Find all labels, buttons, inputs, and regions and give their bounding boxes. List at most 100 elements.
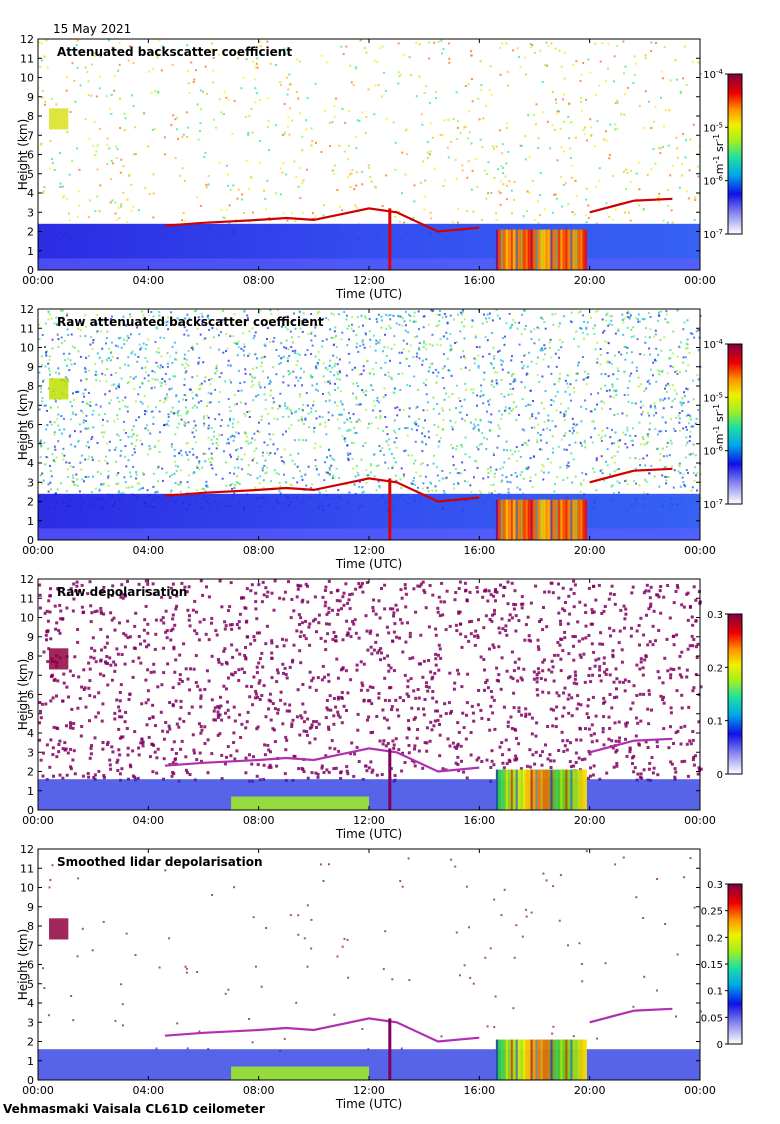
noise-dot — [499, 47, 501, 49]
noise-dot — [574, 442, 576, 444]
noise-dot — [256, 63, 258, 65]
noise-dot — [112, 661, 115, 664]
noise-dot — [438, 596, 441, 599]
noise-dot — [408, 365, 410, 367]
noise-dot — [541, 402, 543, 404]
noise-dot — [615, 390, 617, 392]
noise-dot — [168, 728, 171, 731]
noise-dot — [428, 42, 430, 44]
noise-dot — [547, 121, 549, 123]
noise-dot — [594, 324, 596, 326]
noise-dot — [464, 589, 467, 592]
noise-dot — [368, 167, 370, 169]
noise-dot — [654, 476, 656, 478]
noise-dot — [640, 661, 643, 664]
noise-dot — [303, 634, 306, 637]
noise-dot — [230, 643, 233, 646]
noise-dot — [41, 445, 43, 447]
noise-dot — [213, 436, 215, 438]
noise-dot — [533, 114, 535, 116]
noise-dot — [565, 380, 567, 382]
noise-dot — [157, 91, 159, 93]
noise-dot — [401, 152, 403, 154]
noise-dot — [531, 413, 533, 415]
noise-dot — [369, 372, 371, 374]
noise-dot — [505, 634, 508, 637]
noise-dot — [379, 410, 381, 412]
noise-dot — [443, 353, 445, 355]
noise-dot — [687, 414, 689, 416]
noise-dot — [571, 312, 573, 314]
noise-dot — [496, 146, 498, 148]
noise-dot — [685, 356, 687, 358]
noise-dot — [590, 126, 592, 128]
noise-dot — [468, 110, 470, 112]
noise-dot — [167, 363, 169, 365]
noise-dot — [343, 705, 346, 708]
noise-dot — [643, 390, 645, 392]
noise-dot — [649, 354, 651, 356]
noise-dot — [92, 414, 94, 416]
noise-dot — [680, 651, 683, 654]
noise-dot — [349, 186, 351, 188]
noise-dot — [697, 166, 699, 168]
noise-dot — [252, 459, 254, 461]
noise-dot — [508, 458, 510, 460]
noise-dot — [587, 674, 590, 677]
noise-dot — [185, 452, 187, 454]
noise-dot — [230, 581, 233, 584]
noise-dot — [427, 464, 429, 466]
noise-dot — [341, 414, 343, 416]
noise-dot — [574, 213, 576, 215]
noise-dot — [473, 428, 475, 430]
noise-dot — [171, 474, 173, 476]
precip-streak — [536, 500, 538, 540]
noise-dot — [198, 388, 200, 390]
noise-dot — [210, 461, 212, 463]
noise-dot — [230, 381, 232, 383]
noise-dot — [386, 118, 388, 120]
noise-dot — [679, 655, 682, 658]
noise-dot — [417, 406, 419, 408]
noise-dot — [488, 353, 490, 355]
noise-dot — [284, 103, 286, 105]
noise-dot — [259, 431, 261, 433]
noise-dot — [211, 378, 213, 380]
noise-dot — [369, 176, 371, 178]
noise-dot — [506, 449, 508, 451]
noise-dot — [155, 772, 158, 775]
noise-dot — [174, 118, 176, 120]
noise-dot — [220, 754, 223, 757]
noise-dot — [124, 663, 127, 666]
noise-dot — [356, 465, 358, 467]
noise-dot — [147, 698, 150, 701]
noise-dot — [282, 381, 284, 383]
noise-dot — [117, 346, 119, 348]
noise-dot — [45, 366, 47, 368]
noise-dot — [476, 395, 478, 397]
noise-dot — [639, 353, 641, 355]
noise-dot — [503, 449, 505, 451]
noise-dot — [655, 333, 657, 335]
noise-dot — [692, 686, 695, 689]
noise-dot — [563, 435, 565, 437]
noise-dot — [323, 479, 325, 481]
noise-dot — [619, 609, 622, 612]
precip-streak — [556, 230, 558, 270]
noise-dot — [272, 433, 274, 435]
noise-dot — [612, 175, 614, 177]
noise-dot — [650, 316, 652, 318]
noise-dot — [166, 472, 168, 474]
noise-dot — [41, 60, 43, 62]
noise-dot — [236, 458, 238, 460]
noise-dot — [464, 383, 466, 385]
noise-dot — [562, 750, 565, 753]
noise-dot — [642, 405, 644, 407]
noise-dot — [76, 479, 78, 481]
noise-dot — [323, 215, 325, 217]
noise-dot — [176, 723, 179, 726]
noise-dot — [372, 410, 374, 412]
noise-dot — [679, 417, 681, 419]
noise-dot — [126, 580, 129, 583]
noise-dot — [659, 453, 661, 455]
